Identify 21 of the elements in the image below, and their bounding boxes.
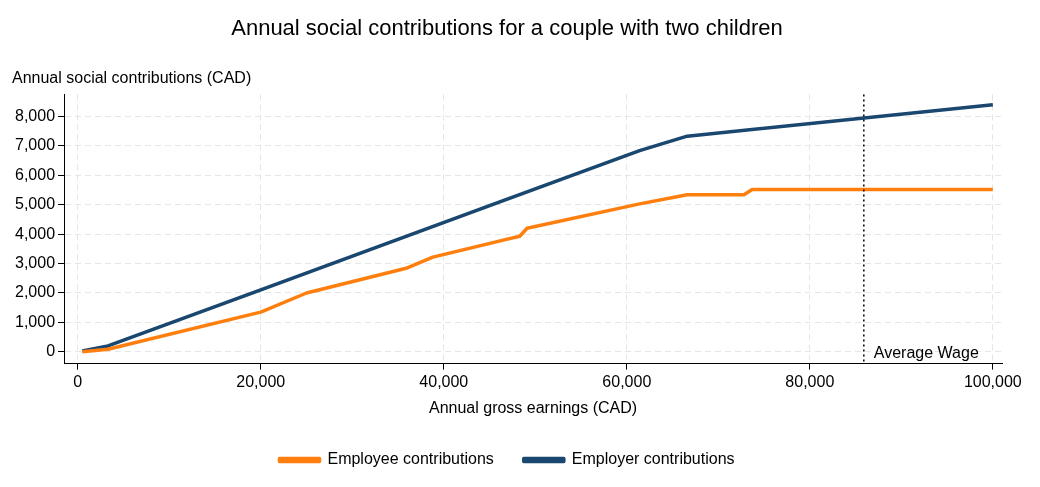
x-tick-label: 100,000 [963,372,1022,390]
y-tick-label: 3,000 [14,253,56,271]
legend-label: Employer contributions [571,450,735,468]
y-tick-label: 8,000 [14,106,56,124]
y-tick-label: 6,000 [14,165,56,183]
y-tick-label: 1,000 [14,312,56,330]
y-tick-label: 5,000 [14,195,56,213]
y-axis-title: Annual social contributions (CAD) [12,68,252,86]
x-axis-title: Annual gross earnings (CAD) [428,398,638,416]
x-tick-label: 20,000 [236,372,286,390]
x-tick-label: 80,000 [785,372,835,390]
y-tick-label: 4,000 [14,224,56,242]
x-tick-label: 60,000 [602,372,652,390]
x-tick-label: 40,000 [419,372,469,390]
ref-line-label: Average Wage [873,344,979,362]
y-tick-label: 7,000 [14,136,56,154]
y-tick-label: 2,000 [14,283,56,301]
x-tick-label: 0 [73,372,83,390]
legend-label: Employee contributions [327,450,494,468]
y-tick-label: 0 [46,342,56,360]
chart-title: Annual social contributions for a couple with two children [231,15,783,41]
